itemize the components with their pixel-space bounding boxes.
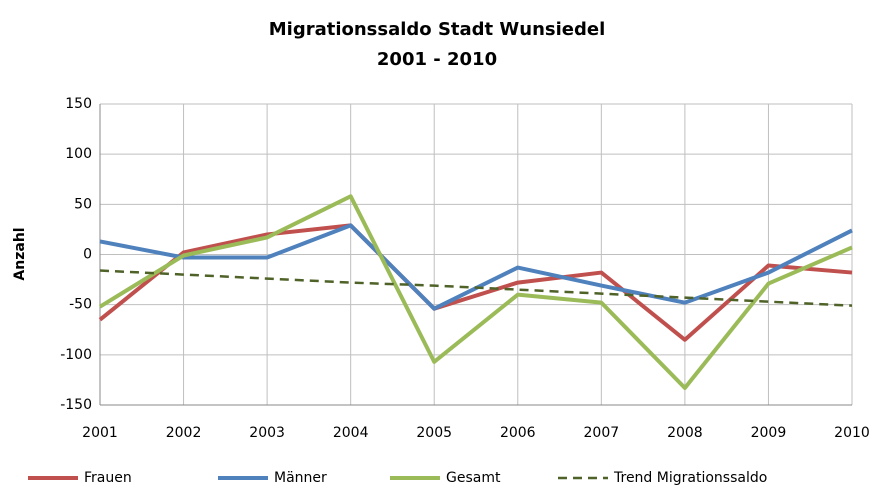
legend-label: Frauen: [84, 470, 132, 486]
legend-label: Gesamt: [446, 470, 501, 486]
y-tick-label: -150: [60, 397, 92, 413]
series-line: [99, 269, 853, 307]
x-tick-label: 2001: [82, 425, 118, 441]
y-tick-label: -100: [60, 347, 92, 363]
y-tick-label: 50: [74, 196, 92, 212]
x-tick-label: 2006: [500, 425, 536, 441]
y-tick-label: 100: [65, 146, 92, 162]
x-tick-label: 2009: [751, 425, 787, 441]
x-tick-label: 2005: [416, 425, 452, 441]
x-tick-label: 2007: [584, 425, 620, 441]
series-line: [98, 194, 853, 390]
y-tick-label: -50: [69, 297, 92, 313]
x-tick-label: 2002: [166, 425, 202, 441]
y-tick-label: 0: [83, 247, 92, 263]
x-tick-label: 2004: [333, 425, 369, 441]
y-tick-label: 150: [65, 96, 92, 112]
series-line: [98, 223, 853, 342]
chart-subtitle: 2001 - 2010: [377, 49, 497, 70]
y-axis-label: Anzahl: [12, 227, 28, 280]
x-tick-label: 2003: [249, 425, 285, 441]
x-tick-label: 2010: [834, 425, 870, 441]
legend-label: Trend Migrationssaldo: [613, 470, 767, 486]
x-tick-label: 2008: [667, 425, 703, 441]
legend-label: Männer: [274, 470, 327, 486]
chart-title: Migrationssaldo Stadt Wunsiedel: [269, 19, 606, 40]
